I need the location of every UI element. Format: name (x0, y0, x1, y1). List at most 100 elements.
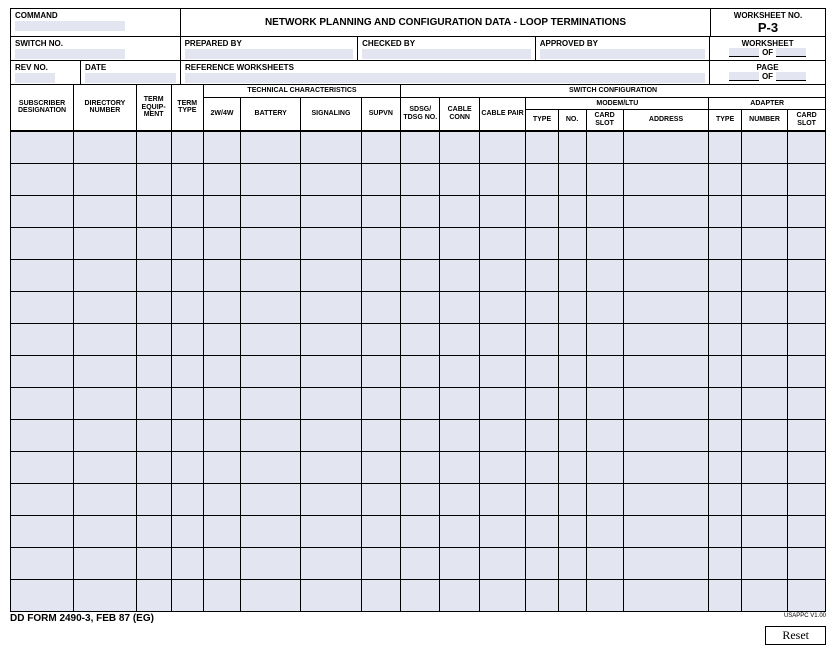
table-cell[interactable] (558, 483, 586, 515)
table-cell[interactable] (558, 387, 586, 419)
table-cell[interactable] (401, 291, 440, 323)
table-cell[interactable] (741, 483, 787, 515)
table-cell[interactable] (74, 387, 137, 419)
table-cell[interactable] (401, 579, 440, 611)
table-cell[interactable] (241, 451, 301, 483)
table-cell[interactable] (241, 579, 301, 611)
table-cell[interactable] (301, 483, 361, 515)
table-cell[interactable] (74, 195, 137, 227)
table-cell[interactable] (788, 387, 825, 419)
table-cell[interactable] (479, 387, 525, 419)
table-cell[interactable] (171, 483, 203, 515)
table-cell[interactable] (361, 483, 400, 515)
table-cell[interactable] (171, 547, 203, 579)
table-cell[interactable] (623, 387, 709, 419)
table-cell[interactable] (241, 515, 301, 547)
table-cell[interactable] (171, 323, 203, 355)
table-cell[interactable] (361, 227, 400, 259)
table-cell[interactable] (74, 483, 137, 515)
page-total-input[interactable] (776, 72, 806, 81)
table-cell[interactable] (788, 323, 825, 355)
table-cell[interactable] (241, 163, 301, 195)
table-cell[interactable] (301, 579, 361, 611)
table-cell[interactable] (623, 131, 709, 163)
table-cell[interactable] (709, 515, 741, 547)
table-cell[interactable] (586, 515, 623, 547)
table-cell[interactable] (171, 195, 203, 227)
reset-button[interactable]: Reset (765, 626, 826, 645)
table-cell[interactable] (709, 195, 741, 227)
table-cell[interactable] (361, 131, 400, 163)
table-cell[interactable] (440, 483, 479, 515)
table-cell[interactable] (74, 515, 137, 547)
table-cell[interactable] (526, 547, 558, 579)
rev-no-input[interactable] (15, 73, 55, 83)
table-cell[interactable] (136, 323, 171, 355)
table-cell[interactable] (558, 291, 586, 323)
table-cell[interactable] (11, 227, 74, 259)
table-cell[interactable] (11, 291, 74, 323)
table-cell[interactable] (171, 419, 203, 451)
table-cell[interactable] (301, 163, 361, 195)
table-cell[interactable] (241, 355, 301, 387)
table-cell[interactable] (136, 387, 171, 419)
table-cell[interactable] (709, 259, 741, 291)
table-cell[interactable] (586, 483, 623, 515)
table-cell[interactable] (11, 419, 74, 451)
table-cell[interactable] (558, 163, 586, 195)
table-cell[interactable] (526, 323, 558, 355)
table-cell[interactable] (558, 355, 586, 387)
table-cell[interactable] (136, 515, 171, 547)
table-cell[interactable] (361, 195, 400, 227)
date-input[interactable] (85, 73, 176, 83)
table-cell[interactable] (171, 227, 203, 259)
table-cell[interactable] (74, 323, 137, 355)
page-current-input[interactable] (729, 72, 759, 81)
table-cell[interactable] (788, 195, 825, 227)
table-cell[interactable] (11, 547, 74, 579)
table-cell[interactable] (136, 579, 171, 611)
table-cell[interactable] (401, 451, 440, 483)
table-cell[interactable] (709, 451, 741, 483)
table-cell[interactable] (586, 547, 623, 579)
table-cell[interactable] (401, 323, 440, 355)
table-cell[interactable] (11, 323, 74, 355)
table-cell[interactable] (171, 259, 203, 291)
table-cell[interactable] (361, 419, 400, 451)
table-cell[interactable] (526, 195, 558, 227)
table-cell[interactable] (301, 195, 361, 227)
approved-by-input[interactable] (540, 49, 706, 59)
table-cell[interactable] (709, 323, 741, 355)
table-cell[interactable] (741, 579, 787, 611)
table-cell[interactable] (74, 451, 137, 483)
table-cell[interactable] (788, 227, 825, 259)
table-cell[interactable] (440, 419, 479, 451)
table-cell[interactable] (586, 163, 623, 195)
table-cell[interactable] (623, 323, 709, 355)
table-cell[interactable] (401, 355, 440, 387)
table-cell[interactable] (301, 259, 361, 291)
table-cell[interactable] (74, 579, 137, 611)
table-cell[interactable] (171, 515, 203, 547)
table-cell[interactable] (74, 291, 137, 323)
table-cell[interactable] (11, 451, 74, 483)
table-cell[interactable] (241, 387, 301, 419)
table-cell[interactable] (558, 323, 586, 355)
table-cell[interactable] (301, 419, 361, 451)
table-cell[interactable] (401, 163, 440, 195)
table-cell[interactable] (526, 131, 558, 163)
table-cell[interactable] (558, 227, 586, 259)
table-cell[interactable] (136, 451, 171, 483)
table-cell[interactable] (136, 355, 171, 387)
table-cell[interactable] (788, 419, 825, 451)
table-cell[interactable] (11, 131, 74, 163)
table-cell[interactable] (479, 195, 525, 227)
table-cell[interactable] (526, 387, 558, 419)
table-cell[interactable] (361, 387, 400, 419)
table-cell[interactable] (301, 355, 361, 387)
table-cell[interactable] (136, 547, 171, 579)
table-cell[interactable] (526, 355, 558, 387)
table-cell[interactable] (401, 547, 440, 579)
table-cell[interactable] (241, 419, 301, 451)
table-cell[interactable] (623, 419, 709, 451)
